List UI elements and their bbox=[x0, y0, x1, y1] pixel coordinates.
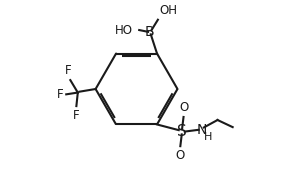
Text: S: S bbox=[177, 124, 187, 139]
Text: F: F bbox=[57, 88, 63, 101]
Text: O: O bbox=[179, 101, 188, 114]
Text: OH: OH bbox=[160, 4, 178, 17]
Text: B: B bbox=[145, 25, 155, 39]
Text: F: F bbox=[73, 109, 79, 122]
Text: O: O bbox=[176, 149, 185, 162]
Text: F: F bbox=[65, 64, 72, 77]
Text: N: N bbox=[196, 123, 207, 137]
Text: HO: HO bbox=[115, 24, 133, 37]
Text: H: H bbox=[204, 132, 212, 142]
